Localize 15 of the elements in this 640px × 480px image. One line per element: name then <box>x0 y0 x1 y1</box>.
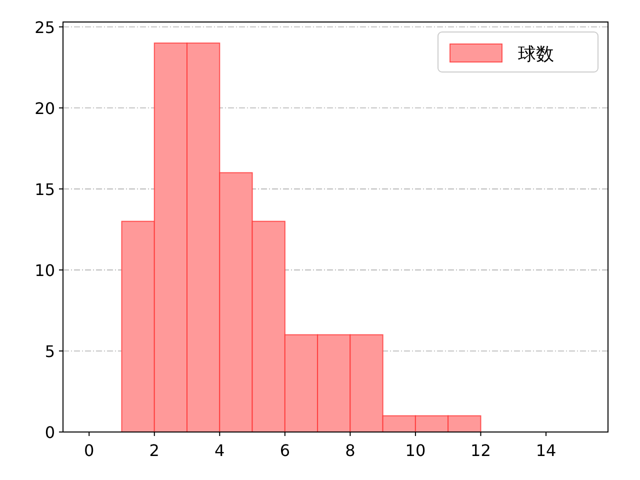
x-tick-label: 10 <box>405 441 426 460</box>
x-tick-label: 2 <box>149 441 160 460</box>
x-tick-label: 4 <box>214 441 225 460</box>
x-tick-label: 14 <box>536 441 556 460</box>
x-tick-label: 12 <box>470 441 491 460</box>
y-tick-label: 15 <box>34 180 55 199</box>
x-tick-label: 6 <box>280 441 290 460</box>
y-tick-label: 0 <box>44 423 55 442</box>
legend-label: 球数 <box>518 44 554 64</box>
x-tick-label: 8 <box>345 441 356 460</box>
y-tick-label: 5 <box>44 342 55 361</box>
y-tick-label: 20 <box>34 98 55 118</box>
y-tick-label: 25 <box>34 18 55 37</box>
y-tick-label: 10 <box>34 260 55 280</box>
x-tick-label: 0 <box>84 441 94 460</box>
